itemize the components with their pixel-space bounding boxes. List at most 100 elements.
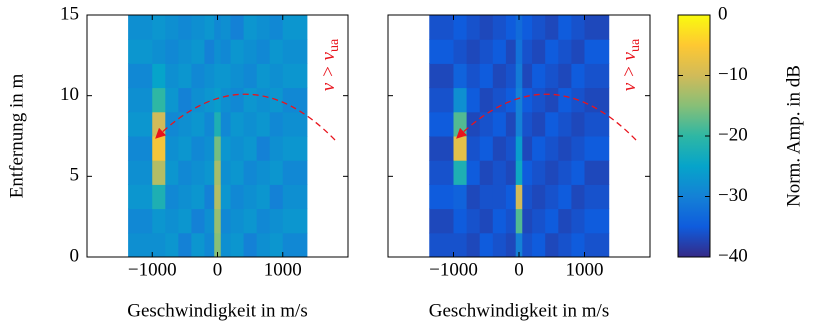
heatmap-cell <box>571 232 585 258</box>
heatmap-cell <box>178 184 192 210</box>
heatmap-cell <box>479 15 494 40</box>
heatmap-cell <box>515 136 523 161</box>
heatmap-cell <box>505 39 517 64</box>
heatmap-cell <box>453 208 468 234</box>
heatmap-cell <box>545 208 559 234</box>
heatmap-cell <box>152 111 166 137</box>
heatmap-cell <box>256 15 271 40</box>
annotation-sub: ua <box>327 38 342 52</box>
heatmap-cell <box>204 232 215 258</box>
heatmap-cell <box>545 39 559 64</box>
heatmap-cell <box>220 15 232 40</box>
heatmap-cell <box>220 111 232 137</box>
heatmap-cell <box>243 39 258 64</box>
heatmap-cell <box>204 87 215 113</box>
annotation: v > vua <box>318 38 342 91</box>
heatmap-cell <box>220 232 232 258</box>
heatmap-cell <box>558 39 572 64</box>
heatmap-cell <box>191 136 205 161</box>
heatmap-cell <box>515 63 523 89</box>
heatmap-cell <box>214 160 222 185</box>
x-tick-label: 0 <box>514 259 524 280</box>
heatmap-cell <box>515 15 523 40</box>
heatmap-cell <box>178 160 192 185</box>
heatmap-cell <box>256 136 271 161</box>
heatmap-cell <box>178 15 192 40</box>
heatmap-cell <box>492 136 507 161</box>
heatmap-cell <box>230 136 245 161</box>
heatmap-cell <box>532 63 546 89</box>
heatmap-cell <box>214 208 222 234</box>
heatmap-cell <box>191 160 205 185</box>
heatmap-cell <box>466 184 481 210</box>
heatmap-cell <box>128 160 153 185</box>
heatmap-cell <box>545 111 559 137</box>
heatmap-cell <box>178 232 192 258</box>
heatmap-cell <box>558 184 572 210</box>
heatmap-cell <box>532 39 546 64</box>
heatmap-cell <box>429 15 454 40</box>
heatmap-cell <box>545 87 559 113</box>
heatmap-cell <box>479 136 494 161</box>
heatmap-cell <box>269 111 284 137</box>
heatmap-cell <box>466 63 481 89</box>
heatmap-cell <box>128 87 153 113</box>
heatmap-cell <box>152 184 166 210</box>
heatmap-cell <box>269 184 284 210</box>
heatmap-cell <box>256 63 271 89</box>
heatmap-cell <box>492 111 507 137</box>
heatmap-cell <box>269 15 284 40</box>
heatmap-cell <box>243 184 258 210</box>
heatmap-cell <box>204 208 215 234</box>
colorbar-tick-label: −30 <box>718 185 748 206</box>
heatmap-cell <box>165 160 179 185</box>
heatmap-cell <box>230 15 245 40</box>
heatmap-cell <box>191 184 205 210</box>
colorbar-tick-label: −10 <box>718 64 748 85</box>
heatmap-cell <box>165 208 179 234</box>
heatmap-cell <box>152 63 166 89</box>
heatmap-cell <box>204 15 215 40</box>
x-axis-title: Geschwindigkeit in m/s <box>127 300 307 321</box>
heatmap-cell <box>282 208 308 234</box>
heatmap-cell <box>220 208 232 234</box>
heatmap-cell <box>505 136 517 161</box>
heatmap-cell <box>269 232 284 258</box>
heatmap-cell <box>243 87 258 113</box>
heatmap-cell <box>453 136 468 161</box>
heatmap-cell <box>220 184 232 210</box>
heatmap-cell <box>453 160 468 185</box>
heatmap-cell <box>545 232 559 258</box>
heatmap-cell <box>191 208 205 234</box>
heatmap-cell <box>256 184 271 210</box>
annotation-arc <box>155 93 336 141</box>
heatmap-cell <box>558 232 572 258</box>
x-axis-title: Geschwindigkeit in m/s <box>429 300 609 321</box>
x-tick-label: −1000 <box>429 259 478 280</box>
heatmap-cell <box>558 111 572 137</box>
heatmap-cell <box>178 63 192 89</box>
heatmap-cell <box>429 87 454 113</box>
colorbar-tick-label: −20 <box>718 124 748 145</box>
heatmap-cell <box>282 160 308 185</box>
heatmap-cell <box>243 208 258 234</box>
heatmap-cell <box>269 160 284 185</box>
heatmap-cell <box>466 87 481 113</box>
heatmap-cell <box>230 111 245 137</box>
heatmap-cell <box>515 208 523 234</box>
heatmap-cell <box>204 184 215 210</box>
heatmap-cell <box>204 63 215 89</box>
heatmap-cell <box>515 184 523 210</box>
heatmap-cell <box>152 136 166 161</box>
heatmap-cell <box>269 39 284 64</box>
heatmap-cell <box>178 111 192 137</box>
heatmap-cell <box>532 15 546 40</box>
heatmap-cell <box>165 15 179 40</box>
heatmap-cell <box>429 63 454 89</box>
heatmap-cell <box>505 87 517 113</box>
y-tick-label: 15 <box>60 3 79 24</box>
heatmap-cell <box>532 136 546 161</box>
heatmap-cell <box>571 160 585 185</box>
heatmap-cell <box>178 136 192 161</box>
heatmap-cell <box>204 39 215 64</box>
